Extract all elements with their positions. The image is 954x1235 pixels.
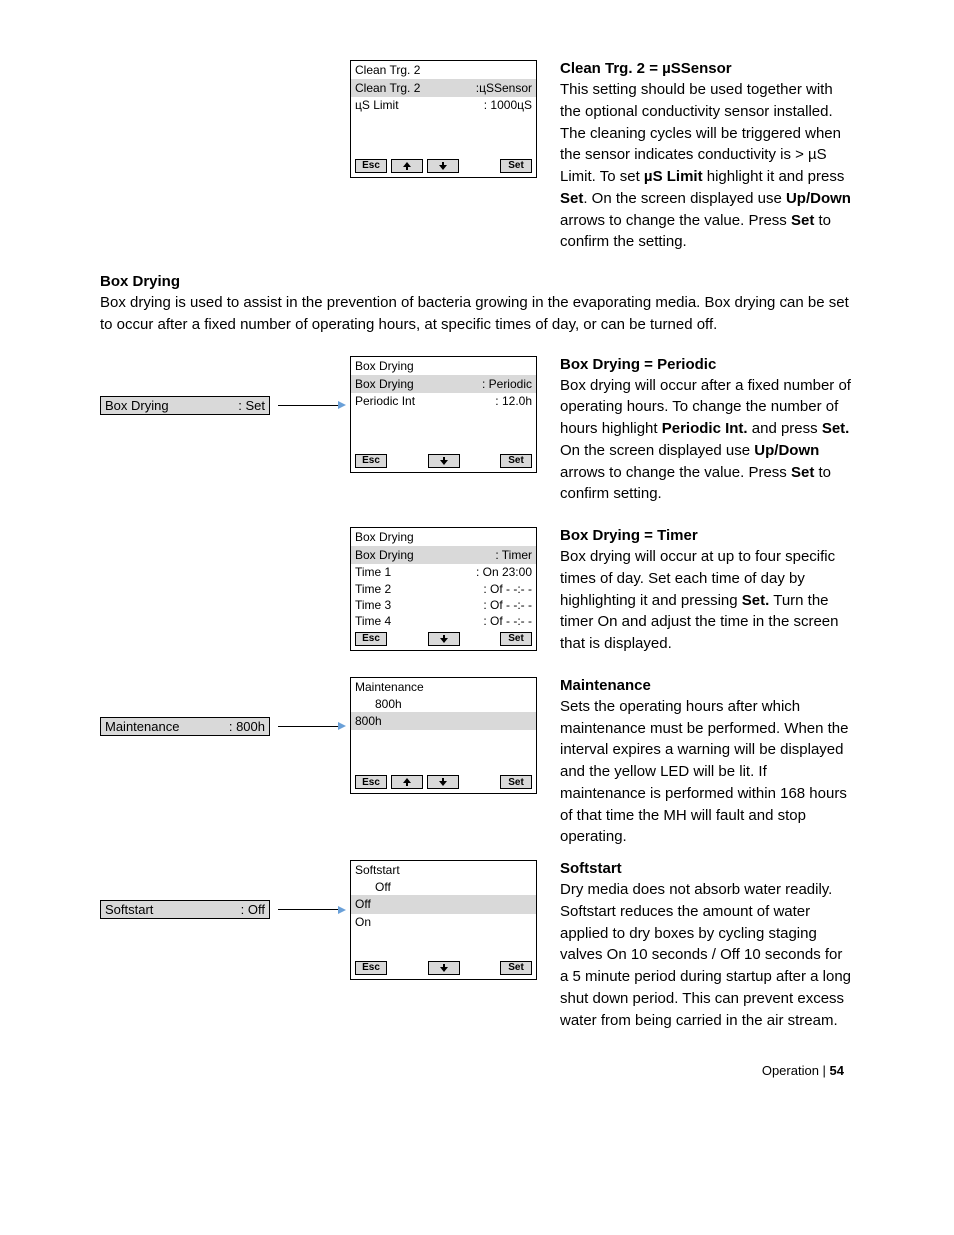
esc-button[interactable]: Esc bbox=[355, 961, 387, 975]
down-button[interactable] bbox=[428, 454, 460, 468]
section-heading: Softstart bbox=[560, 860, 854, 877]
set-button[interactable]: Set bbox=[500, 454, 532, 468]
section-text: This setting should be used together wit… bbox=[560, 79, 854, 253]
section-text: Dry media does not absorb water readily.… bbox=[560, 879, 854, 1031]
arrow-shaft bbox=[278, 405, 338, 406]
esc-button[interactable]: Esc bbox=[355, 632, 387, 646]
esc-button[interactable]: Esc bbox=[355, 775, 387, 789]
esc-button[interactable]: Esc bbox=[355, 454, 387, 468]
lcd-box-drying-periodic: Box Drying Box Drying : Periodic Periodi… bbox=[350, 356, 537, 474]
lcd-box-drying-timer: Box Drying Box Drying : Timer Time 1: On… bbox=[350, 527, 537, 651]
section-text: Box drying will occur after a fixed numb… bbox=[560, 375, 854, 506]
down-button[interactable] bbox=[427, 775, 459, 789]
arrow-head-icon bbox=[338, 401, 346, 409]
up-button[interactable] bbox=[391, 775, 423, 789]
set-button[interactable]: Set bbox=[500, 775, 532, 789]
page-footer: Operation | 54 bbox=[100, 1063, 854, 1078]
arrow-shaft bbox=[278, 726, 338, 727]
arrow-head-icon bbox=[338, 722, 346, 730]
box-drying-heading: Box Drying bbox=[100, 273, 854, 290]
section-heading: Box Drying = Timer bbox=[560, 527, 854, 544]
arrow-shaft bbox=[278, 909, 338, 910]
section-heading: Maintenance bbox=[560, 677, 854, 694]
down-button[interactable] bbox=[427, 159, 459, 173]
set-button[interactable]: Set bbox=[500, 632, 532, 646]
lcd-row: цS Limit : 1000цS bbox=[351, 97, 536, 113]
lcd-maintenance: Maintenance 800h 800h Esc Set bbox=[350, 677, 537, 795]
section-text: Box drying will occur at up to four spec… bbox=[560, 546, 854, 655]
arrow-head-icon bbox=[338, 906, 346, 914]
lcd-clean-trg: Clean Trg. 2 Clean Trg. 2 :цSSensor цS L… bbox=[350, 60, 537, 178]
lcd-softstart: Softstart Off Off On Esc Set bbox=[350, 860, 537, 980]
section-text: Sets the operating hours after which mai… bbox=[560, 696, 854, 848]
up-button[interactable] bbox=[391, 159, 423, 173]
lcd-highlight-row: Clean Trg. 2 :цSSensor bbox=[351, 79, 536, 97]
menu-chip-box-drying: Box Drying : Set bbox=[100, 396, 270, 415]
down-button[interactable] bbox=[428, 961, 460, 975]
set-button[interactable]: Set bbox=[500, 961, 532, 975]
section-heading: Clean Trg. 2 = µSSensor bbox=[560, 60, 854, 77]
box-drying-intro: Box drying is used to assist in the prev… bbox=[100, 292, 854, 336]
set-button[interactable]: Set bbox=[500, 159, 532, 173]
section-heading: Box Drying = Periodic bbox=[560, 356, 854, 373]
menu-chip-softstart: Softstart : Off bbox=[100, 900, 270, 919]
down-button[interactable] bbox=[428, 632, 460, 646]
esc-button[interactable]: Esc bbox=[355, 159, 387, 173]
lcd-title: Clean Trg. 2 bbox=[351, 61, 536, 79]
menu-chip-maintenance: Maintenance : 800h bbox=[100, 717, 270, 736]
